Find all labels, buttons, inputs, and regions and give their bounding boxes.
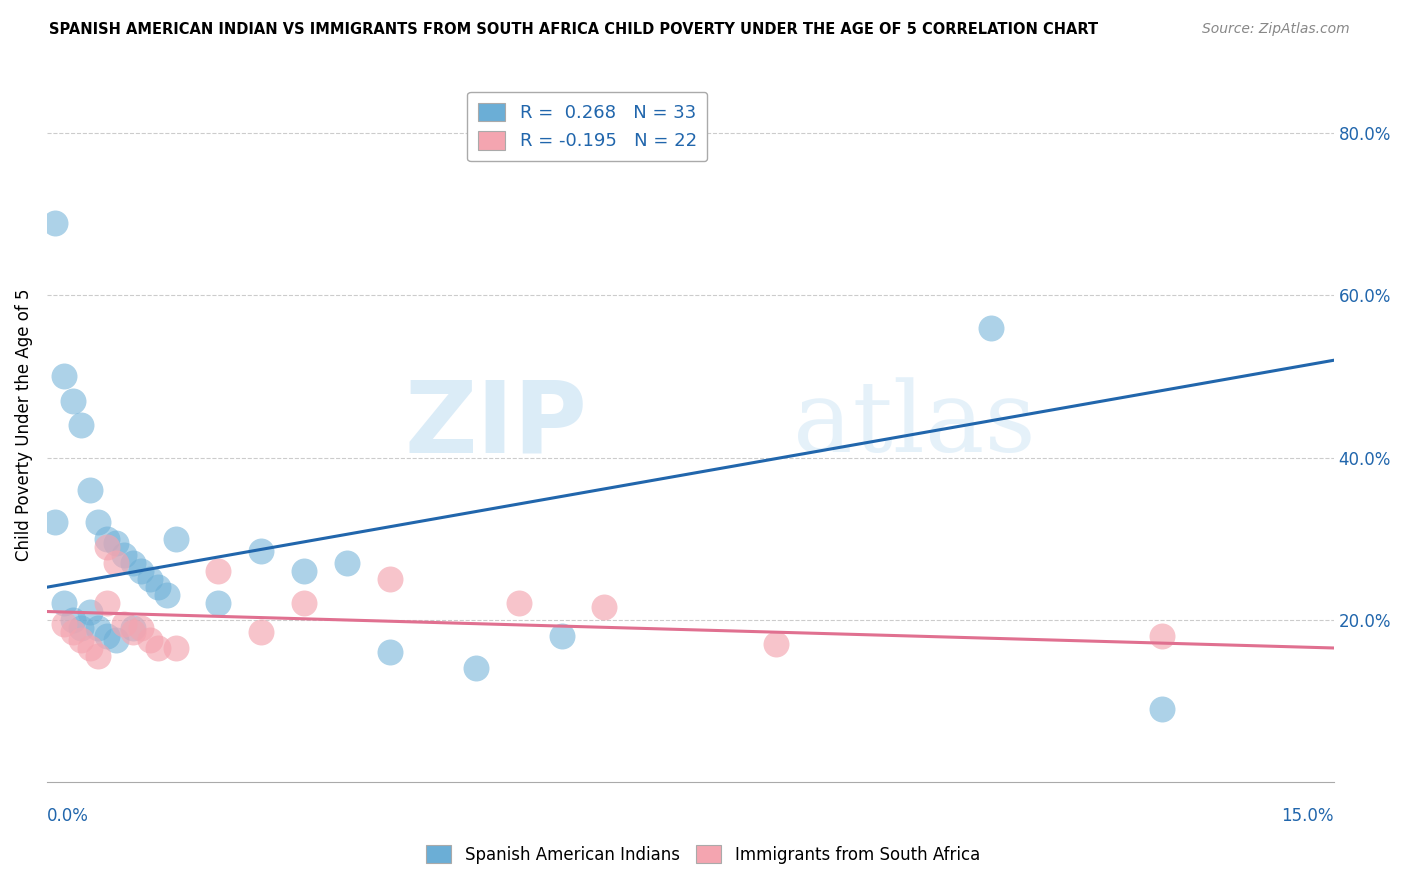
Point <box>148 580 170 594</box>
Point <box>139 572 162 586</box>
Y-axis label: Child Poverty Under the Age of 5: Child Poverty Under the Age of 5 <box>15 289 32 561</box>
Point <box>336 556 359 570</box>
Point <box>292 596 315 610</box>
Point <box>87 649 110 664</box>
Point <box>250 543 273 558</box>
Point <box>87 621 110 635</box>
Point <box>129 564 152 578</box>
Point <box>62 393 84 408</box>
Point <box>96 532 118 546</box>
Point <box>464 661 486 675</box>
Point <box>378 645 401 659</box>
Point <box>104 632 127 647</box>
Point <box>250 624 273 639</box>
Point <box>87 516 110 530</box>
Point <box>207 564 229 578</box>
Point <box>96 596 118 610</box>
Point <box>1152 629 1174 643</box>
Point <box>165 532 187 546</box>
Point <box>112 548 135 562</box>
Point <box>53 616 76 631</box>
Point <box>139 632 162 647</box>
Text: SPANISH AMERICAN INDIAN VS IMMIGRANTS FROM SOUTH AFRICA CHILD POVERTY UNDER THE : SPANISH AMERICAN INDIAN VS IMMIGRANTS FR… <box>49 22 1098 37</box>
Point <box>121 556 143 570</box>
Point <box>70 621 93 635</box>
Point <box>96 540 118 554</box>
Point <box>1152 702 1174 716</box>
Point <box>593 600 616 615</box>
Text: ZIP: ZIP <box>405 376 588 474</box>
Point <box>53 596 76 610</box>
Point <box>104 556 127 570</box>
Point <box>156 588 179 602</box>
Point <box>53 369 76 384</box>
Text: 15.0%: 15.0% <box>1281 807 1334 825</box>
Point <box>62 624 84 639</box>
Point <box>79 483 101 497</box>
Point <box>979 321 1001 335</box>
Point <box>70 632 93 647</box>
Point <box>508 596 530 610</box>
Point <box>550 629 572 643</box>
Point <box>121 621 143 635</box>
Point <box>96 629 118 643</box>
Point <box>765 637 787 651</box>
Point <box>79 605 101 619</box>
Point <box>121 624 143 639</box>
Point <box>129 621 152 635</box>
Point <box>70 418 93 433</box>
Point <box>104 535 127 549</box>
Text: 0.0%: 0.0% <box>46 807 89 825</box>
Point <box>44 215 66 229</box>
Text: Source: ZipAtlas.com: Source: ZipAtlas.com <box>1202 22 1350 37</box>
Point <box>165 640 187 655</box>
Text: atlas: atlas <box>793 377 1036 473</box>
Point <box>44 516 66 530</box>
Point <box>112 616 135 631</box>
Point <box>62 613 84 627</box>
Legend: Spanish American Indians, Immigrants from South Africa: Spanish American Indians, Immigrants fro… <box>419 838 987 871</box>
Point <box>148 640 170 655</box>
Point <box>292 564 315 578</box>
Point <box>207 596 229 610</box>
Legend: R =  0.268   N = 33, R = -0.195   N = 22: R = 0.268 N = 33, R = -0.195 N = 22 <box>467 92 707 161</box>
Point <box>79 640 101 655</box>
Point <box>378 572 401 586</box>
